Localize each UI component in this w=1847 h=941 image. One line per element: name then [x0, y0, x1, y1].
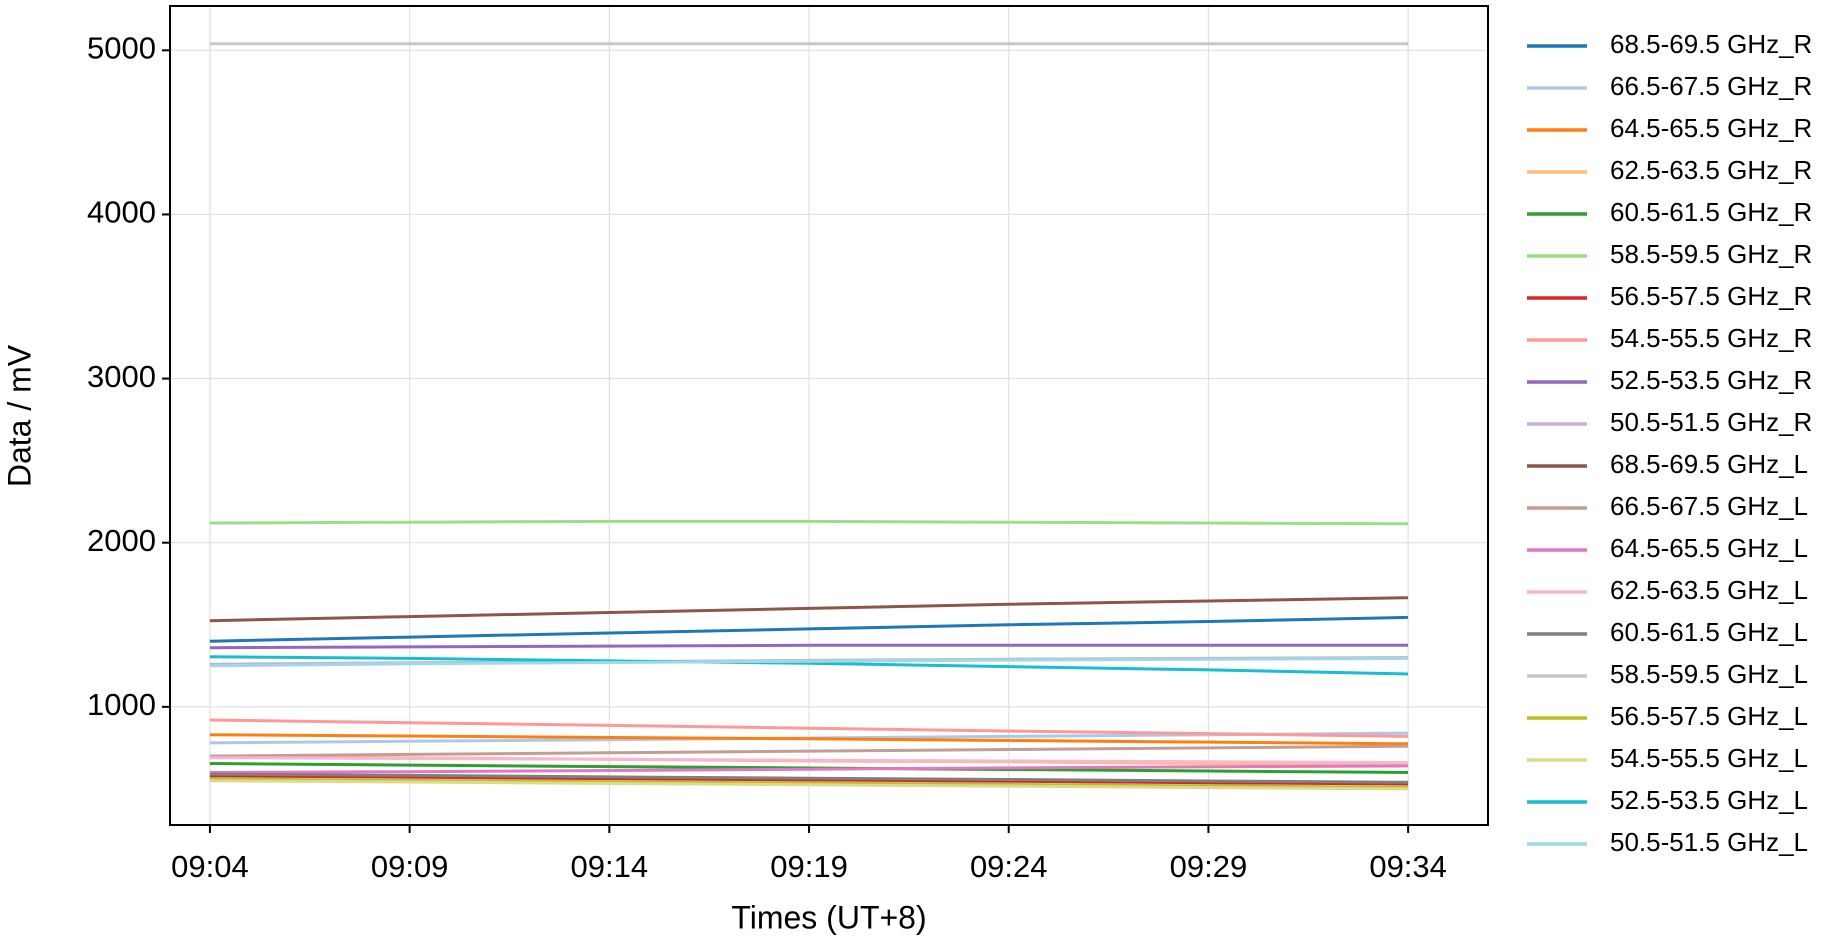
series-line [209, 596, 1409, 623]
plot-frame [169, 5, 1489, 826]
legend-label: 68.5-69.5 GHz_L [1610, 449, 1808, 479]
legend-label: 52.5-53.5 GHz_R [1610, 365, 1812, 395]
x-tick-label: 09:04 [171, 849, 249, 884]
series-line [209, 655, 1409, 676]
legend-label: 54.5-55.5 GHz_R [1610, 323, 1812, 353]
series-line [209, 643, 1409, 650]
legend-label: 62.5-63.5 GHz_L [1610, 575, 1808, 605]
series-line [209, 772, 1409, 784]
legend-label: 66.5-67.5 GHz_L [1610, 491, 1808, 521]
y-tick-label: 2000 [87, 523, 156, 558]
legend-label: 56.5-57.5 GHz_L [1610, 701, 1808, 731]
series-line [209, 744, 1409, 758]
y-axis-label: Data / mV [1, 344, 37, 487]
x-tick-label: 09:14 [571, 849, 649, 884]
series-line [209, 764, 1409, 774]
legend-label: 50.5-51.5 GHz_R [1610, 407, 1812, 437]
y-tick-label: 5000 [87, 31, 156, 66]
y-tick-label: 4000 [87, 195, 156, 230]
legend-label: 56.5-57.5 GHz_R [1610, 281, 1812, 311]
series-line [209, 615, 1409, 643]
series-line [209, 733, 1409, 746]
legend-label: 54.5-55.5 GHz_L [1610, 743, 1808, 773]
legend-label: 58.5-59.5 GHz_R [1610, 239, 1812, 269]
x-tick-label: 09:09 [371, 849, 449, 884]
legend-label: 52.5-53.5 GHz_L [1610, 785, 1808, 815]
legend-label: 66.5-67.5 GHz_R [1610, 71, 1812, 101]
series-line [209, 774, 1409, 786]
legend-label: 62.5-63.5 GHz_R [1610, 155, 1812, 185]
legend-label: 50.5-51.5 GHz_L [1610, 827, 1808, 857]
series-line [209, 777, 1409, 789]
series-line [209, 756, 1409, 765]
y-tick-label: 1000 [87, 687, 156, 722]
legend-label: 60.5-61.5 GHz_L [1610, 617, 1808, 647]
series-line [209, 718, 1409, 738]
x-tick-label: 09:34 [1369, 849, 1447, 884]
y-tick-label: 3000 [87, 359, 156, 394]
x-axis-label: Times (UT+8) [731, 899, 926, 935]
legend-label: 64.5-65.5 GHz_L [1610, 533, 1808, 563]
x-tick-label: 09:24 [970, 849, 1048, 884]
series-line [209, 656, 1409, 668]
series-line [209, 779, 1409, 791]
legend-label: 68.5-69.5 GHz_R [1610, 29, 1812, 59]
legend-label: 60.5-61.5 GHz_R [1610, 197, 1812, 227]
legend-label: 58.5-59.5 GHz_L [1610, 659, 1808, 689]
series-line [209, 519, 1409, 526]
x-tick-label: 09:29 [1170, 849, 1248, 884]
legend-label: 64.5-65.5 GHz_R [1610, 113, 1812, 143]
x-tick-label: 09:19 [770, 849, 848, 884]
